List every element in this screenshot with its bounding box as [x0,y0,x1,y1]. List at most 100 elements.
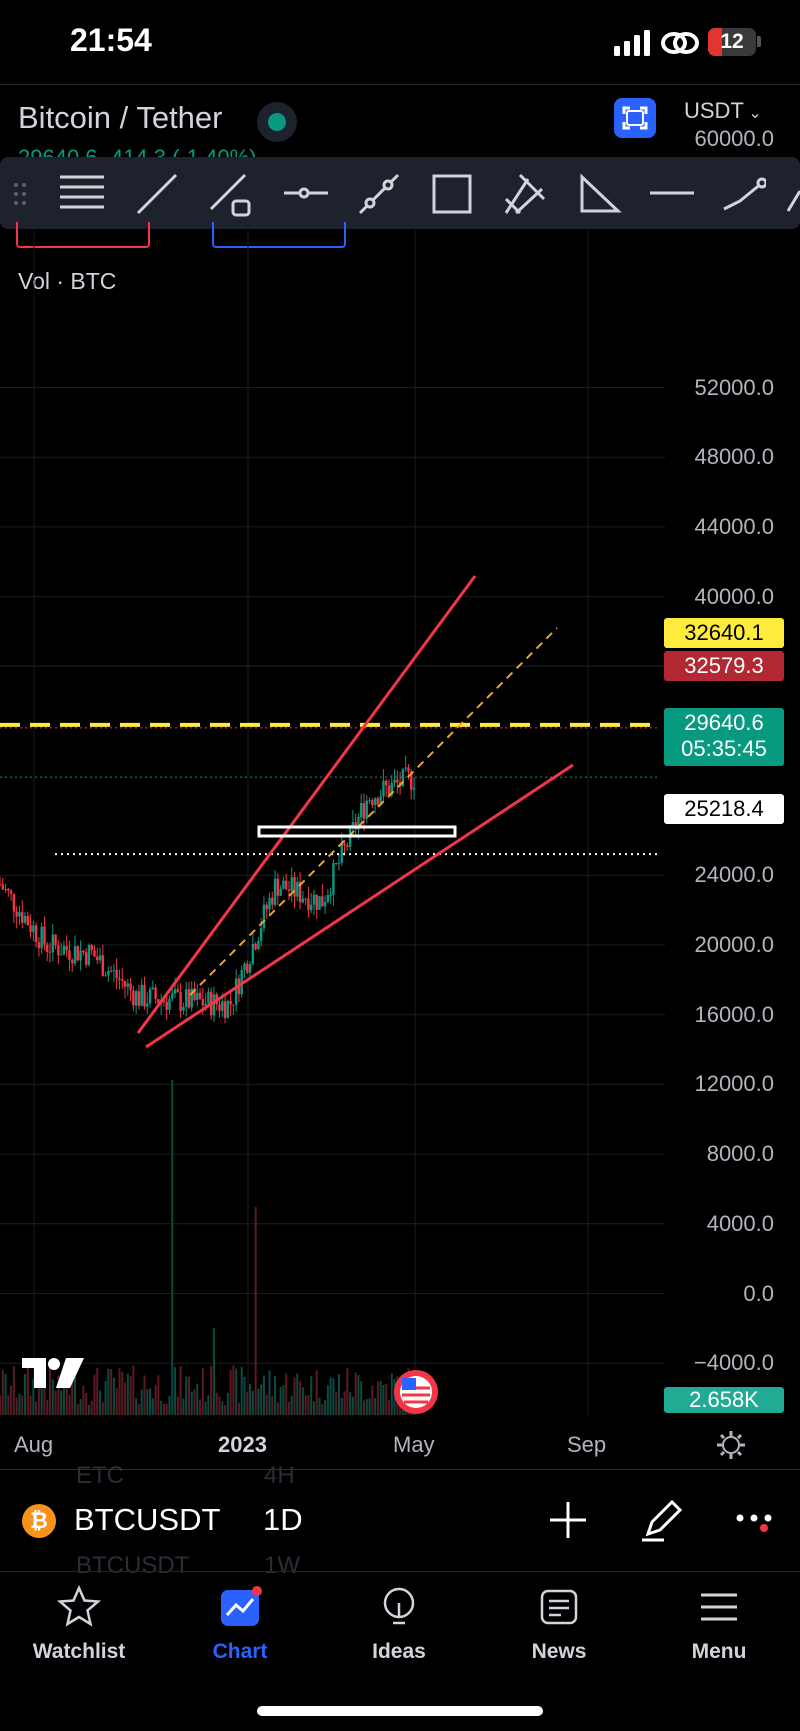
candle-body [165,1001,168,1010]
trend-line-icon[interactable] [134,171,180,217]
price-chart[interactable] [0,230,800,1420]
volume-bar [87,1404,90,1415]
tab-news-label: News [531,1640,587,1663]
triangle-icon[interactable] [576,171,622,217]
volume-tag: 2.658K [664,1387,784,1413]
tab-chart[interactable]: Chart [180,1585,300,1664]
fullscreen-button[interactable] [614,98,656,138]
price-tag-yellow: 32640.1 [664,618,784,648]
volume-bar [65,1386,68,1415]
candle-body [404,767,407,769]
candles [0,755,416,1024]
candle-body [171,993,174,999]
volume-bar [118,1368,121,1415]
candle-body [162,1000,166,1002]
candle-body [290,877,293,891]
volume-bar [387,1400,390,1415]
volume-bar [274,1375,277,1415]
candle-body [301,898,305,903]
volume-bar [135,1398,138,1415]
volume-bar [379,1380,382,1415]
tab-watchlist[interactable]: Watchlist [19,1584,139,1664]
candle-body [184,989,188,1008]
volume-bar [365,1399,368,1415]
price-tag-red: 32579.3 [664,651,784,681]
candle-body [118,978,121,980]
candle-body [401,768,405,786]
lightbulb-icon [383,1587,415,1625]
market-status-icon[interactable] [257,102,297,142]
symbol-selector[interactable]: BTCUSDT [74,1502,221,1537]
upper-trend-line [136,575,477,1034]
volume-bar [374,1397,377,1415]
candle-body [46,944,49,952]
volume-bar [162,1403,165,1415]
volume-bar [79,1399,82,1415]
lower-trend-line [145,763,574,1049]
candle-body [107,970,110,976]
candle-body [76,946,79,961]
volume-bar [332,1378,335,1415]
rectangle-icon[interactable] [429,171,475,217]
candle-body [1,884,4,890]
symbol-picker-prev: ETC [76,1462,124,1489]
candle-body [98,955,102,961]
signal-icon [614,30,650,56]
candle-body [276,878,280,896]
volume-bar [268,1370,271,1415]
volume-bar [51,1379,54,1415]
volume-bar [96,1367,99,1415]
candle-body [73,946,77,964]
volume-bar [343,1391,346,1415]
candle-body [385,780,388,786]
more-options-button[interactable] [734,1510,778,1534]
grip-icon[interactable] [10,171,30,217]
volume-bar [285,1373,288,1415]
candle-body [37,942,41,949]
candle-body [229,1000,232,1005]
more-tools-icon[interactable] [784,171,800,217]
volume-bar [32,1378,35,1415]
volume-bar [282,1385,285,1415]
tab-menu[interactable]: Menu [659,1585,779,1664]
symbol-title[interactable]: Bitcoin / Tether [18,100,223,135]
volume-bar [349,1392,352,1415]
extended-line-icon[interactable] [356,171,402,217]
us-flag-event-icon[interactable] [394,1370,442,1414]
battery-level: 12 [720,30,744,53]
candle-body [79,950,82,961]
candle-body [357,817,360,830]
settings-gear-icon[interactable] [716,1430,746,1460]
tab-ideas[interactable]: Ideas [339,1585,459,1664]
chart-icon [221,1586,262,1626]
volume-bar [360,1381,363,1415]
candle-body [176,989,180,992]
volume-bar [99,1390,102,1415]
horizontal-line-icon[interactable] [648,171,694,217]
tab-news[interactable]: News [499,1585,619,1664]
menu-lines-icon[interactable] [58,171,104,217]
candle-body [318,896,321,910]
candle-body [87,945,91,965]
horizontal-ray-icon[interactable] [282,171,328,217]
volume-bar [299,1381,302,1415]
currency-select[interactable]: USDT ⌄ [684,98,762,124]
add-indicator-button[interactable] [548,1498,588,1542]
volume-bar [54,1390,57,1415]
tradingview-logo [22,1358,84,1388]
volume-bar [385,1383,388,1415]
candle-body [337,862,341,864]
volume-bar [251,1390,254,1415]
interval-picker-prev: 4H [264,1462,295,1489]
volume-bar [310,1376,313,1415]
candle-body [29,925,32,932]
path-icon[interactable] [720,171,766,217]
drawing-tools-button[interactable] [640,1498,684,1542]
ray-icon[interactable] [207,171,253,217]
candle-body [387,785,391,795]
volume-bar [240,1367,243,1415]
interval-selector[interactable]: 1D [263,1502,303,1537]
pitchfork-icon[interactable] [502,171,548,217]
candle-body [48,951,52,953]
volume-bar [210,1365,213,1415]
